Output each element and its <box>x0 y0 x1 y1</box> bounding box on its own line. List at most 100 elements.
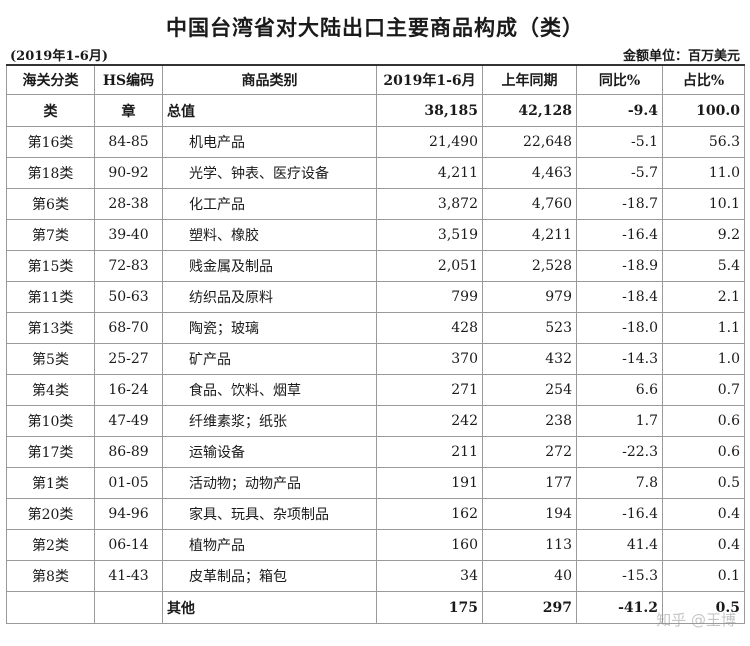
cell-prior: 523 <box>482 312 577 344</box>
cell-prior: 254 <box>482 374 577 406</box>
cell-class: 第10类 <box>6 405 95 437</box>
cell-share: 10.1 <box>662 188 745 220</box>
cell-yoy: -14.3 <box>576 343 663 375</box>
subheading: (2019年1-6月) 金额单位：百万美元 <box>6 44 744 64</box>
table-row: 第2类 06-14 植物产品 160 113 41.4 0.4 <box>6 529 745 561</box>
cell-category: 机电产品 <box>162 126 377 158</box>
header-share: 占比% <box>662 64 745 95</box>
cell-yoy: -16.4 <box>576 219 663 251</box>
cell-class: 第13类 <box>6 312 95 344</box>
cell-category: 植物产品 <box>162 529 377 561</box>
cell-hs: 72-83 <box>94 250 163 282</box>
cell-share: 0.5 <box>662 467 745 499</box>
cell-hs: 84-85 <box>94 126 163 158</box>
cell-yoy: -18.0 <box>576 312 663 344</box>
cell-prior: 2,528 <box>482 250 577 282</box>
cell-hs: 90-92 <box>94 157 163 189</box>
header-yoy: 同比% <box>576 64 663 95</box>
cell-share: 1.0 <box>662 343 745 375</box>
cell-hs: 39-40 <box>94 219 163 251</box>
cell-class: 第16类 <box>6 126 95 158</box>
cell-class: 类 <box>6 94 95 127</box>
cell-class: 第11类 <box>6 281 95 313</box>
cell-yoy: -18.4 <box>576 281 663 313</box>
cell-class: 第2类 <box>6 529 95 561</box>
cell-2019h1: 211 <box>376 436 483 468</box>
cell-prior: 4,760 <box>482 188 577 220</box>
cell-share: 0.6 <box>662 436 745 468</box>
watermark: 知乎 @王博 <box>656 611 736 629</box>
cell-class: 第1类 <box>6 467 95 499</box>
cell-hs: 47-49 <box>94 405 163 437</box>
cell-share: 100.0 <box>662 94 745 127</box>
cell-prior: 4,211 <box>482 219 577 251</box>
header-category: 商品类别 <box>162 64 377 95</box>
cell-prior: 4,463 <box>482 157 577 189</box>
table-row: 第15类 72-83 贱金属及制品 2,051 2,528 -18.9 5.4 <box>6 250 745 282</box>
cell-prior: 40 <box>482 560 577 592</box>
table-row: 第20类 94-96 家具、玩具、杂项制品 162 194 -16.4 0.4 <box>6 498 745 530</box>
document-title: 中国台湾省对大陆出口主要商品构成（类） <box>166 16 584 40</box>
table-row: 第4类 16-24 食品、饮料、烟草 271 254 6.6 0.7 <box>6 374 745 406</box>
unit-note: 金额单位：百万美元 <box>622 49 740 64</box>
cell-2019h1: 428 <box>376 312 483 344</box>
cell-hs: 16-24 <box>94 374 163 406</box>
cell-2019h1: 3,872 <box>376 188 483 220</box>
period-note: (2019年1-6月) <box>10 49 108 64</box>
cell-hs: 28-38 <box>94 188 163 220</box>
cell-category: 贱金属及制品 <box>162 250 377 282</box>
cell-share: 0.4 <box>662 529 745 561</box>
cell-2019h1: 271 <box>376 374 483 406</box>
cell-category: 陶瓷；玻璃 <box>162 312 377 344</box>
cell-class: 第4类 <box>6 374 95 406</box>
cell-hs: 章 <box>94 94 163 127</box>
cell-yoy: -9.4 <box>576 94 663 127</box>
cell-yoy: -16.4 <box>576 498 663 530</box>
header-row: 海关分类 HS编码 商品类别 2019年1-6月 上年同期 同比% 占比% <box>6 64 745 95</box>
cell-yoy: 1.7 <box>576 405 663 437</box>
cell-class: 第17类 <box>6 436 95 468</box>
cell-2019h1: 162 <box>376 498 483 530</box>
cell-prior: 113 <box>482 529 577 561</box>
header-2019h1: 2019年1-6月 <box>376 64 483 95</box>
cell-category: 纺织品及原料 <box>162 281 377 313</box>
cell-category: 其他 <box>162 591 377 624</box>
cell-2019h1: 242 <box>376 405 483 437</box>
cell-share: 0.4 <box>662 498 745 530</box>
table-row: 第1类 01-05 活动物；动物产品 191 177 7.8 0.5 <box>6 467 745 499</box>
cell-share: 0.1 <box>662 560 745 592</box>
cell-share: 11.0 <box>662 157 745 189</box>
cell-class: 第20类 <box>6 498 95 530</box>
cell-category: 家具、玩具、杂项制品 <box>162 498 377 530</box>
cell-share: 2.1 <box>662 281 745 313</box>
cell-2019h1: 175 <box>376 591 483 624</box>
table-row: 第17类 86-89 运输设备 211 272 -22.3 0.6 <box>6 436 745 468</box>
cell-share: 0.7 <box>662 374 745 406</box>
header-hs-code: HS编码 <box>94 64 163 95</box>
cell-yoy: -5.7 <box>576 157 663 189</box>
cell-prior: 432 <box>482 343 577 375</box>
cell-category: 纤维素浆；纸张 <box>162 405 377 437</box>
cell-prior: 297 <box>482 591 577 624</box>
total-row: 类 章 总值 38,185 42,128 -9.4 100.0 <box>6 94 745 127</box>
cell-hs: 25-27 <box>94 343 163 375</box>
cell-category: 总值 <box>162 94 377 127</box>
table-row: 第10类 47-49 纤维素浆；纸张 242 238 1.7 0.6 <box>6 405 745 437</box>
cell-2019h1: 370 <box>376 343 483 375</box>
cell-2019h1: 2,051 <box>376 250 483 282</box>
cell-yoy: 7.8 <box>576 467 663 499</box>
header-prior-year: 上年同期 <box>482 64 577 95</box>
cell-class: 第7类 <box>6 219 95 251</box>
cell-class <box>6 591 95 624</box>
cell-category: 皮革制品；箱包 <box>162 560 377 592</box>
cell-2019h1: 799 <box>376 281 483 313</box>
cell-2019h1: 3,519 <box>376 219 483 251</box>
table-row: 第8类 41-43 皮革制品；箱包 34 40 -15.3 0.1 <box>6 560 745 592</box>
cell-share: 9.2 <box>662 219 745 251</box>
table-row: 第13类 68-70 陶瓷；玻璃 428 523 -18.0 1.1 <box>6 312 745 344</box>
cell-share: 56.3 <box>662 126 745 158</box>
other-row: 其他 175 297 -41.2 0.5 <box>6 591 745 624</box>
cell-2019h1: 21,490 <box>376 126 483 158</box>
cell-share: 5.4 <box>662 250 745 282</box>
table-row: 第11类 50-63 纺织品及原料 799 979 -18.4 2.1 <box>6 281 745 313</box>
